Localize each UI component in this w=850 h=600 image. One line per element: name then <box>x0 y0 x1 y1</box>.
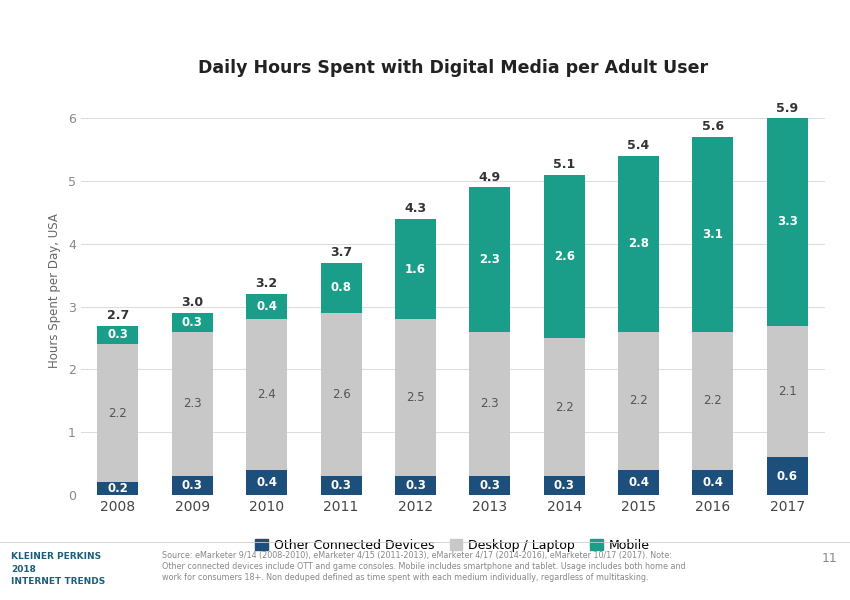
Text: 3.2: 3.2 <box>256 277 278 290</box>
Text: 0.4: 0.4 <box>702 476 723 489</box>
Text: 2.1: 2.1 <box>778 385 796 398</box>
Bar <box>320 263 361 313</box>
Bar <box>172 332 212 476</box>
Bar <box>767 326 808 457</box>
Text: Source: eMarketer 9/14 (2008-2010), eMarketer 4/15 (2011-2013), eMarketer 4/17 (: Source: eMarketer 9/14 (2008-2010), eMar… <box>162 551 685 582</box>
Y-axis label: Hours Spent per Day, USA: Hours Spent per Day, USA <box>48 214 61 368</box>
Text: 3.0: 3.0 <box>181 296 203 309</box>
Text: 3.1: 3.1 <box>702 228 723 241</box>
Text: 4.9: 4.9 <box>479 170 501 184</box>
Text: 2.6: 2.6 <box>553 250 575 263</box>
Text: KLEINER PERKINS
2018
INTERNET TRENDS: KLEINER PERKINS 2018 INTERNET TRENDS <box>11 552 105 586</box>
Text: 5.6: 5.6 <box>702 121 724 133</box>
Text: 5.9: 5.9 <box>776 101 798 115</box>
Text: 0.3: 0.3 <box>182 316 203 329</box>
Text: 2.4: 2.4 <box>258 388 276 401</box>
Text: 11: 11 <box>821 552 837 565</box>
Bar <box>544 175 585 338</box>
Bar <box>395 319 436 476</box>
Text: 0.3: 0.3 <box>405 479 426 492</box>
Bar <box>693 332 734 470</box>
Bar <box>544 476 585 495</box>
Text: 1.6: 1.6 <box>405 263 426 275</box>
Text: 0.4: 0.4 <box>628 476 649 489</box>
Text: 0.3: 0.3 <box>331 479 352 492</box>
Bar <box>172 476 212 495</box>
Text: 0.6: 0.6 <box>777 470 798 482</box>
Text: 2.2: 2.2 <box>704 394 722 407</box>
Text: 2.7: 2.7 <box>107 309 129 322</box>
Bar <box>618 332 659 470</box>
Bar <box>618 156 659 332</box>
Bar <box>469 332 510 476</box>
Bar <box>469 187 510 332</box>
Legend: Other Connected Devices, Desktop / Laptop, Mobile: Other Connected Devices, Desktop / Lapto… <box>255 539 650 552</box>
Text: 0.8: 0.8 <box>331 281 352 295</box>
Bar <box>395 219 436 319</box>
Bar <box>320 476 361 495</box>
Bar <box>767 457 808 495</box>
Bar <box>469 476 510 495</box>
Text: 5.1: 5.1 <box>553 158 575 171</box>
Bar <box>693 470 734 495</box>
Bar <box>767 118 808 326</box>
Text: 0.4: 0.4 <box>256 300 277 313</box>
Bar <box>618 470 659 495</box>
Text: 4.3: 4.3 <box>405 202 427 215</box>
Bar <box>693 137 734 332</box>
Text: 5.9 Hours per Day (Not Deduped): 5.9 Hours per Day (Not Deduped) <box>11 53 338 72</box>
Bar <box>246 294 287 319</box>
Text: 2.2: 2.2 <box>629 394 648 407</box>
Text: 5.4: 5.4 <box>627 139 649 152</box>
Text: 2.2: 2.2 <box>555 401 574 413</box>
Text: 3.3: 3.3 <box>777 215 798 229</box>
Text: 0.2: 0.2 <box>107 482 128 495</box>
Bar <box>544 338 585 476</box>
Text: 2.3: 2.3 <box>479 253 501 266</box>
Text: 0.3: 0.3 <box>182 479 203 492</box>
Text: 2.3: 2.3 <box>183 397 201 410</box>
Bar <box>246 319 287 470</box>
Text: 0.3: 0.3 <box>479 479 501 492</box>
Bar <box>320 313 361 476</box>
Bar <box>98 344 139 482</box>
Text: Digital Media Usage @ +4% Growth...: Digital Media Usage @ +4% Growth... <box>11 15 382 34</box>
Title: Daily Hours Spent with Digital Media per Adult User: Daily Hours Spent with Digital Media per… <box>197 59 708 77</box>
Text: 2.6: 2.6 <box>332 388 350 401</box>
Text: 2.8: 2.8 <box>628 238 649 250</box>
Text: 2.3: 2.3 <box>480 397 499 410</box>
Text: 0.4: 0.4 <box>256 476 277 489</box>
Text: 0.3: 0.3 <box>107 328 128 341</box>
Bar <box>172 313 212 332</box>
Text: 0.3: 0.3 <box>553 479 575 492</box>
Bar <box>246 470 287 495</box>
Bar <box>98 482 139 495</box>
Text: 2.2: 2.2 <box>109 407 127 420</box>
Text: 3.7: 3.7 <box>330 246 352 259</box>
Bar <box>98 326 139 344</box>
Bar <box>395 476 436 495</box>
Text: 2.5: 2.5 <box>406 391 425 404</box>
